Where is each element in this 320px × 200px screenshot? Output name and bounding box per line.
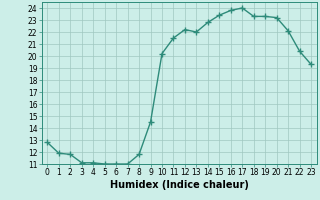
X-axis label: Humidex (Indice chaleur): Humidex (Indice chaleur) [110, 180, 249, 190]
